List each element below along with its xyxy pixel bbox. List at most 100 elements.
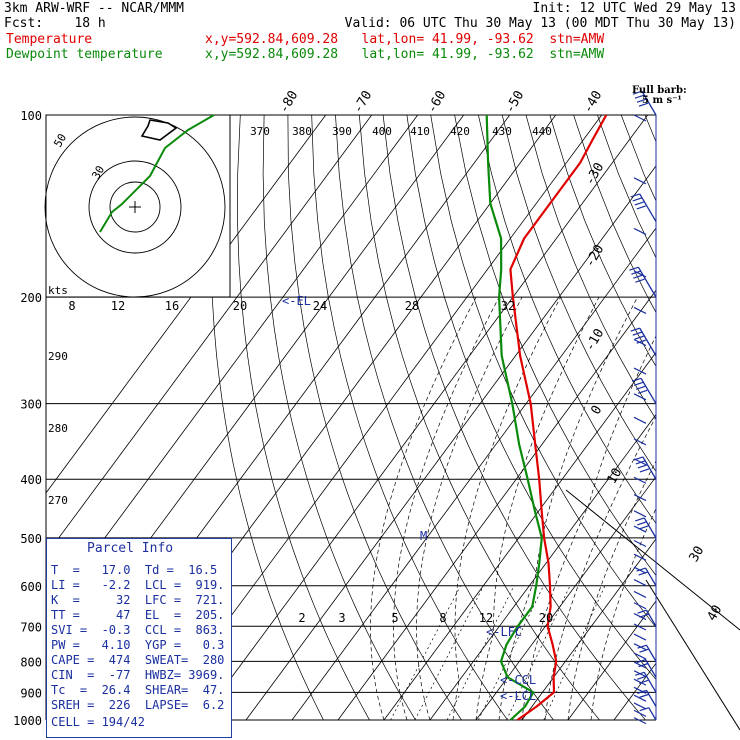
wind-barb-flag <box>639 693 649 698</box>
level-marker: <-EL <box>282 294 311 308</box>
model-title: 3km ARW-WRF -- NCAR/MMM <box>4 1 185 16</box>
mixing-ratio-label: 8 <box>439 611 446 625</box>
wind-barb-flag <box>630 327 640 332</box>
hodograph-units-label: kts <box>48 284 68 297</box>
pressure-tick-label: 400 <box>20 473 42 487</box>
moist-adiabat <box>452 296 561 720</box>
clipped-grid <box>46 115 740 720</box>
dry-adiabat <box>430 115 656 628</box>
dry-adiabat <box>717 115 740 720</box>
hodograph: 50 30 <box>44 114 231 298</box>
wind-barb-flag <box>639 648 649 653</box>
pressure-tick-label: 200 <box>20 291 42 305</box>
isotherm-line <box>429 413 656 720</box>
isotherm-line <box>660 115 740 720</box>
parcel-row: PW = 4.10 YGP = 0.3 <box>51 638 225 652</box>
pressure-tick-label: 700 <box>20 620 42 634</box>
potential-temperature-label: 290 <box>48 350 68 363</box>
pressure-tick-label: 300 <box>20 398 42 412</box>
dry-adiabat <box>454 115 656 576</box>
dry-adiabat <box>669 115 740 720</box>
wind-barb-flag <box>636 659 646 664</box>
wind-barb <box>645 659 657 678</box>
potential-temperature-label: 280 <box>48 422 68 435</box>
isotherm-line <box>567 600 656 720</box>
dry-adiabat <box>287 115 462 720</box>
background-grid <box>46 115 740 720</box>
wind-barb-tick <box>633 416 647 424</box>
wind-barb-flag <box>633 274 643 279</box>
wind-legend-line2: 5 m s⁻¹ <box>642 95 682 106</box>
moist-adiabat <box>393 296 500 720</box>
wind-barb-tick <box>633 458 647 466</box>
wind-barb-tick <box>633 670 647 678</box>
isotherm-side-label: 40 <box>705 603 726 624</box>
wind-barb-flag <box>631 270 641 275</box>
wind-barb-flag <box>635 385 646 390</box>
isotherm-top-label: -80 <box>277 88 302 116</box>
dewpoint-legend-label: Dewpoint temperature <box>6 47 163 62</box>
wind-barb-tick <box>633 438 647 446</box>
isotherm-side-label: 0 <box>589 403 606 417</box>
hodograph-speed-label: 16 <box>165 299 179 313</box>
mixing-ratio-label: 3 <box>338 611 345 625</box>
isotherm-line <box>291 227 656 720</box>
wind-barb-tick <box>633 678 647 686</box>
wind-barb-flag <box>632 197 642 202</box>
theta-e-label: 390 <box>332 125 352 138</box>
wind-barb-tick <box>633 694 647 702</box>
wind-legend-line1: Full barb: <box>632 85 687 96</box>
dry-adiabat <box>620 115 656 202</box>
parcel-row: CELL = 194/42 <box>51 715 145 729</box>
wind-barb-flag <box>637 609 647 614</box>
wind-barb <box>648 707 657 721</box>
dry-adiabat <box>262 115 416 720</box>
wind-barb <box>645 567 657 587</box>
wind-barb-tick <box>633 227 647 235</box>
wind-barb-flag <box>639 525 649 530</box>
wind-barb-tick <box>633 393 647 401</box>
dry-adiabat <box>335 115 554 720</box>
wind-barb-flag <box>632 331 642 336</box>
storm-motion-marker <box>140 119 178 141</box>
wind-barb-tick <box>633 114 647 122</box>
wind-barb-flag <box>638 102 649 107</box>
temperature-legend-info: x,y=592.84,609.28 lat,lon= 41.99, -93.62… <box>205 32 605 47</box>
parcel-info-panel: Parcel Info T = 17.0 Td = 16.5 LI = -2.2… <box>46 538 232 738</box>
isotherm-top-label: -40 <box>581 88 606 116</box>
moist-adiabat <box>590 507 656 720</box>
wind-barb-tick <box>633 652 647 660</box>
wind-barb <box>639 327 657 357</box>
wind-barb <box>640 377 657 404</box>
dewpoint-trace <box>485 114 543 721</box>
wind-barb <box>645 609 657 627</box>
moist-adiabat <box>498 296 638 720</box>
dry-adiabat <box>644 115 656 143</box>
level-marker: <-CCL <box>500 673 536 687</box>
isotherm-side-label: -20 <box>583 242 608 270</box>
wind-barb-tick <box>633 717 647 725</box>
wind-barb-tick <box>633 338 647 347</box>
init-time: Init: 12 UTC Wed 29 May 13 <box>532 1 737 16</box>
wind-barb-flag <box>638 571 648 576</box>
wind-barb <box>645 690 657 707</box>
isotherm-line <box>46 115 327 494</box>
isotherm-line <box>46 115 419 618</box>
isotherm-side-label: 10 <box>605 466 626 487</box>
wind-barb-flag <box>636 567 646 572</box>
theta-e-label: 380 <box>292 125 312 138</box>
mixing-ratio-label: 5 <box>391 611 398 625</box>
isotherm-line <box>337 289 656 720</box>
wind-barb <box>645 644 657 662</box>
wind-barb-flag <box>639 707 649 712</box>
theta-e-label: 440 <box>532 125 552 138</box>
wind-barb-tick <box>633 709 647 717</box>
isotherm-line <box>245 165 656 720</box>
wind-barb-flag <box>634 201 644 206</box>
hodograph-frame <box>45 114 231 298</box>
wind-barb-tick <box>633 177 647 185</box>
skewed-frame-line <box>565 489 740 631</box>
dry-adiabat <box>210 115 324 720</box>
wind-barb-tick <box>633 367 647 375</box>
